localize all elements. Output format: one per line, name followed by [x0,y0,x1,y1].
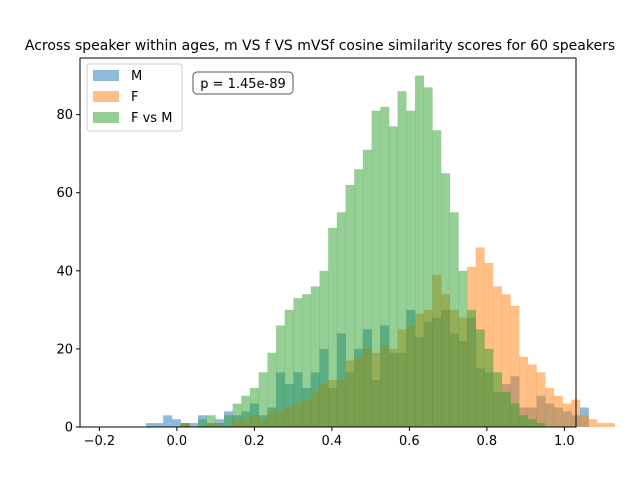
histogram-bar [302,294,312,427]
legend-swatch [93,70,119,81]
histogram-bar [380,106,390,427]
histogram-bar [215,419,225,427]
histogram-bar [354,169,364,428]
x-tick-label: −0.2 [84,434,116,449]
histogram-bar [215,423,225,427]
histogram-bar [510,403,520,427]
histogram-bar [501,391,511,427]
histogram-bar [163,415,173,427]
histogram-bar [519,356,529,427]
histogram-bar [449,212,459,427]
histogram-bar [223,415,233,427]
axes-layer: −0.2 0.0 0.2 0.4 0.6 0.8 1.0 0 20 40 60 80 [56,57,577,449]
y-tick-label: 0 [65,421,73,436]
histogram-bar [197,419,207,427]
x-tick-label: 0.0 [167,434,188,449]
histogram-bar [362,149,372,427]
histogram-bar [562,403,572,427]
histogram-bar [441,173,450,427]
legend-label: F [131,90,138,105]
histogram-bar [536,372,546,427]
histogram-bar [406,110,416,428]
x-tick-label: 1.0 [554,434,575,449]
bars-layer [145,75,615,428]
y-tick-label: 60 [56,186,73,201]
x-tick-label: 0.2 [244,434,265,449]
y-tick-label: 80 [56,108,73,123]
histogram-bar [336,212,346,427]
histogram-bar [605,423,615,427]
histogram-bar [484,348,494,427]
histogram-bar [545,387,555,427]
histogram-bar [414,75,424,427]
annotation-text: p = 1.45e-89 [200,77,286,92]
histogram-bar [467,309,477,427]
histogram-bar [432,130,442,428]
histogram-bar [319,270,329,427]
histogram-bar [284,309,294,427]
histogram-bar [276,325,286,427]
histogram-bar [293,298,303,427]
histogram-bar [510,305,520,427]
y-tick-label: 40 [56,264,73,279]
histogram-bar [232,403,242,427]
x-tick-label: 0.8 [477,434,498,449]
histogram-bar [475,329,485,427]
axes-frame [79,57,577,428]
histogram-bar [206,415,216,427]
histogram-bar [527,419,537,427]
histogram-bar [397,91,407,427]
histogram-bar [423,87,433,427]
histogram-bar [345,184,355,427]
legend-label: F vs M [131,111,172,126]
histogram-bar [388,126,398,427]
histogram-bar [250,387,260,427]
histogram-bar [171,419,181,427]
histogram-bar [519,415,529,427]
legend-entries: MF F vs M [93,69,172,126]
x-tick-label: 0.6 [399,434,420,449]
histogram-bar [189,423,199,427]
histogram-bar [536,423,546,427]
histogram-bar [310,286,320,427]
legend-label: M [131,69,142,84]
histogram-bar [258,372,268,427]
histogram-bar [597,423,607,427]
legend: MF F vs M [86,63,183,132]
histogram-bar [553,395,563,427]
histogram-bar [180,423,190,427]
legend-swatch [93,91,119,102]
histogram-bar [241,395,251,427]
histogram-bar [588,419,598,427]
histogram-bar [145,423,155,427]
histogram-bar [154,423,164,427]
histogram-bar [267,352,277,427]
histogram-bar [484,263,494,427]
histogram-bar [371,110,381,428]
histogram-bar [527,364,537,427]
p-value-annotation: p = 1.45e-89 [192,71,294,95]
x-tick-label: 0.4 [322,434,343,449]
histogram-bar [458,270,468,427]
annotation-box [192,71,294,95]
histogram-bar [493,286,503,427]
histogram-bar [501,294,511,427]
legend-swatch [93,112,119,123]
histogram-bar [493,372,503,427]
y-tick-label: 20 [56,342,73,357]
histogram-bar [328,227,338,427]
chart-title: Across speaker within ages, m VS f VS mV… [25,38,615,54]
histogram-bar [579,415,589,427]
